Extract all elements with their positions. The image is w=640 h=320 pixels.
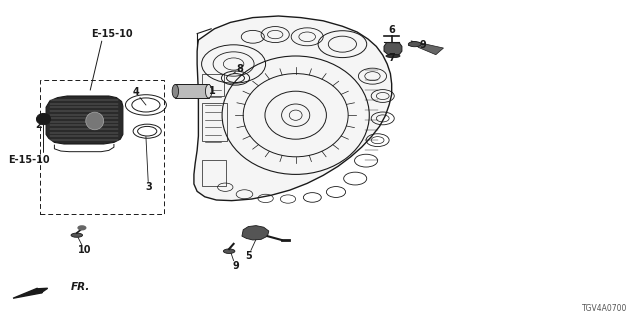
Text: 2: 2 [35, 120, 42, 130]
Ellipse shape [71, 233, 83, 237]
Ellipse shape [172, 84, 179, 98]
Text: 10: 10 [77, 245, 92, 255]
Ellipse shape [386, 54, 400, 58]
Text: 7: 7 [388, 52, 395, 63]
Text: E-15-10: E-15-10 [91, 28, 133, 39]
Circle shape [78, 226, 86, 230]
Polygon shape [384, 43, 402, 56]
Text: FR.: FR. [70, 282, 90, 292]
Text: TGV4A0700: TGV4A0700 [582, 304, 627, 313]
Polygon shape [242, 226, 269, 240]
Polygon shape [194, 16, 392, 201]
Bar [202, 103, 227, 141]
Ellipse shape [205, 84, 212, 98]
Text: 4: 4 [132, 87, 139, 97]
Ellipse shape [223, 249, 235, 253]
Text: 9: 9 [419, 40, 426, 51]
Polygon shape [411, 41, 444, 55]
Text: 1: 1 [209, 86, 216, 96]
Polygon shape [46, 96, 123, 144]
Text: 3: 3 [145, 182, 152, 192]
Bar [202, 160, 226, 186]
Ellipse shape [408, 42, 421, 47]
Text: 8: 8 [237, 64, 243, 74]
Text: 5: 5 [245, 251, 252, 261]
Polygon shape [13, 288, 47, 298]
Ellipse shape [86, 112, 104, 130]
Bar [40, 80, 164, 214]
Ellipse shape [36, 114, 51, 125]
Text: 9: 9 [232, 261, 239, 271]
Bar [202, 74, 224, 96]
Text: 6: 6 [388, 25, 395, 35]
Text: E-15-10: E-15-10 [8, 155, 50, 165]
Bar [175, 84, 209, 98]
